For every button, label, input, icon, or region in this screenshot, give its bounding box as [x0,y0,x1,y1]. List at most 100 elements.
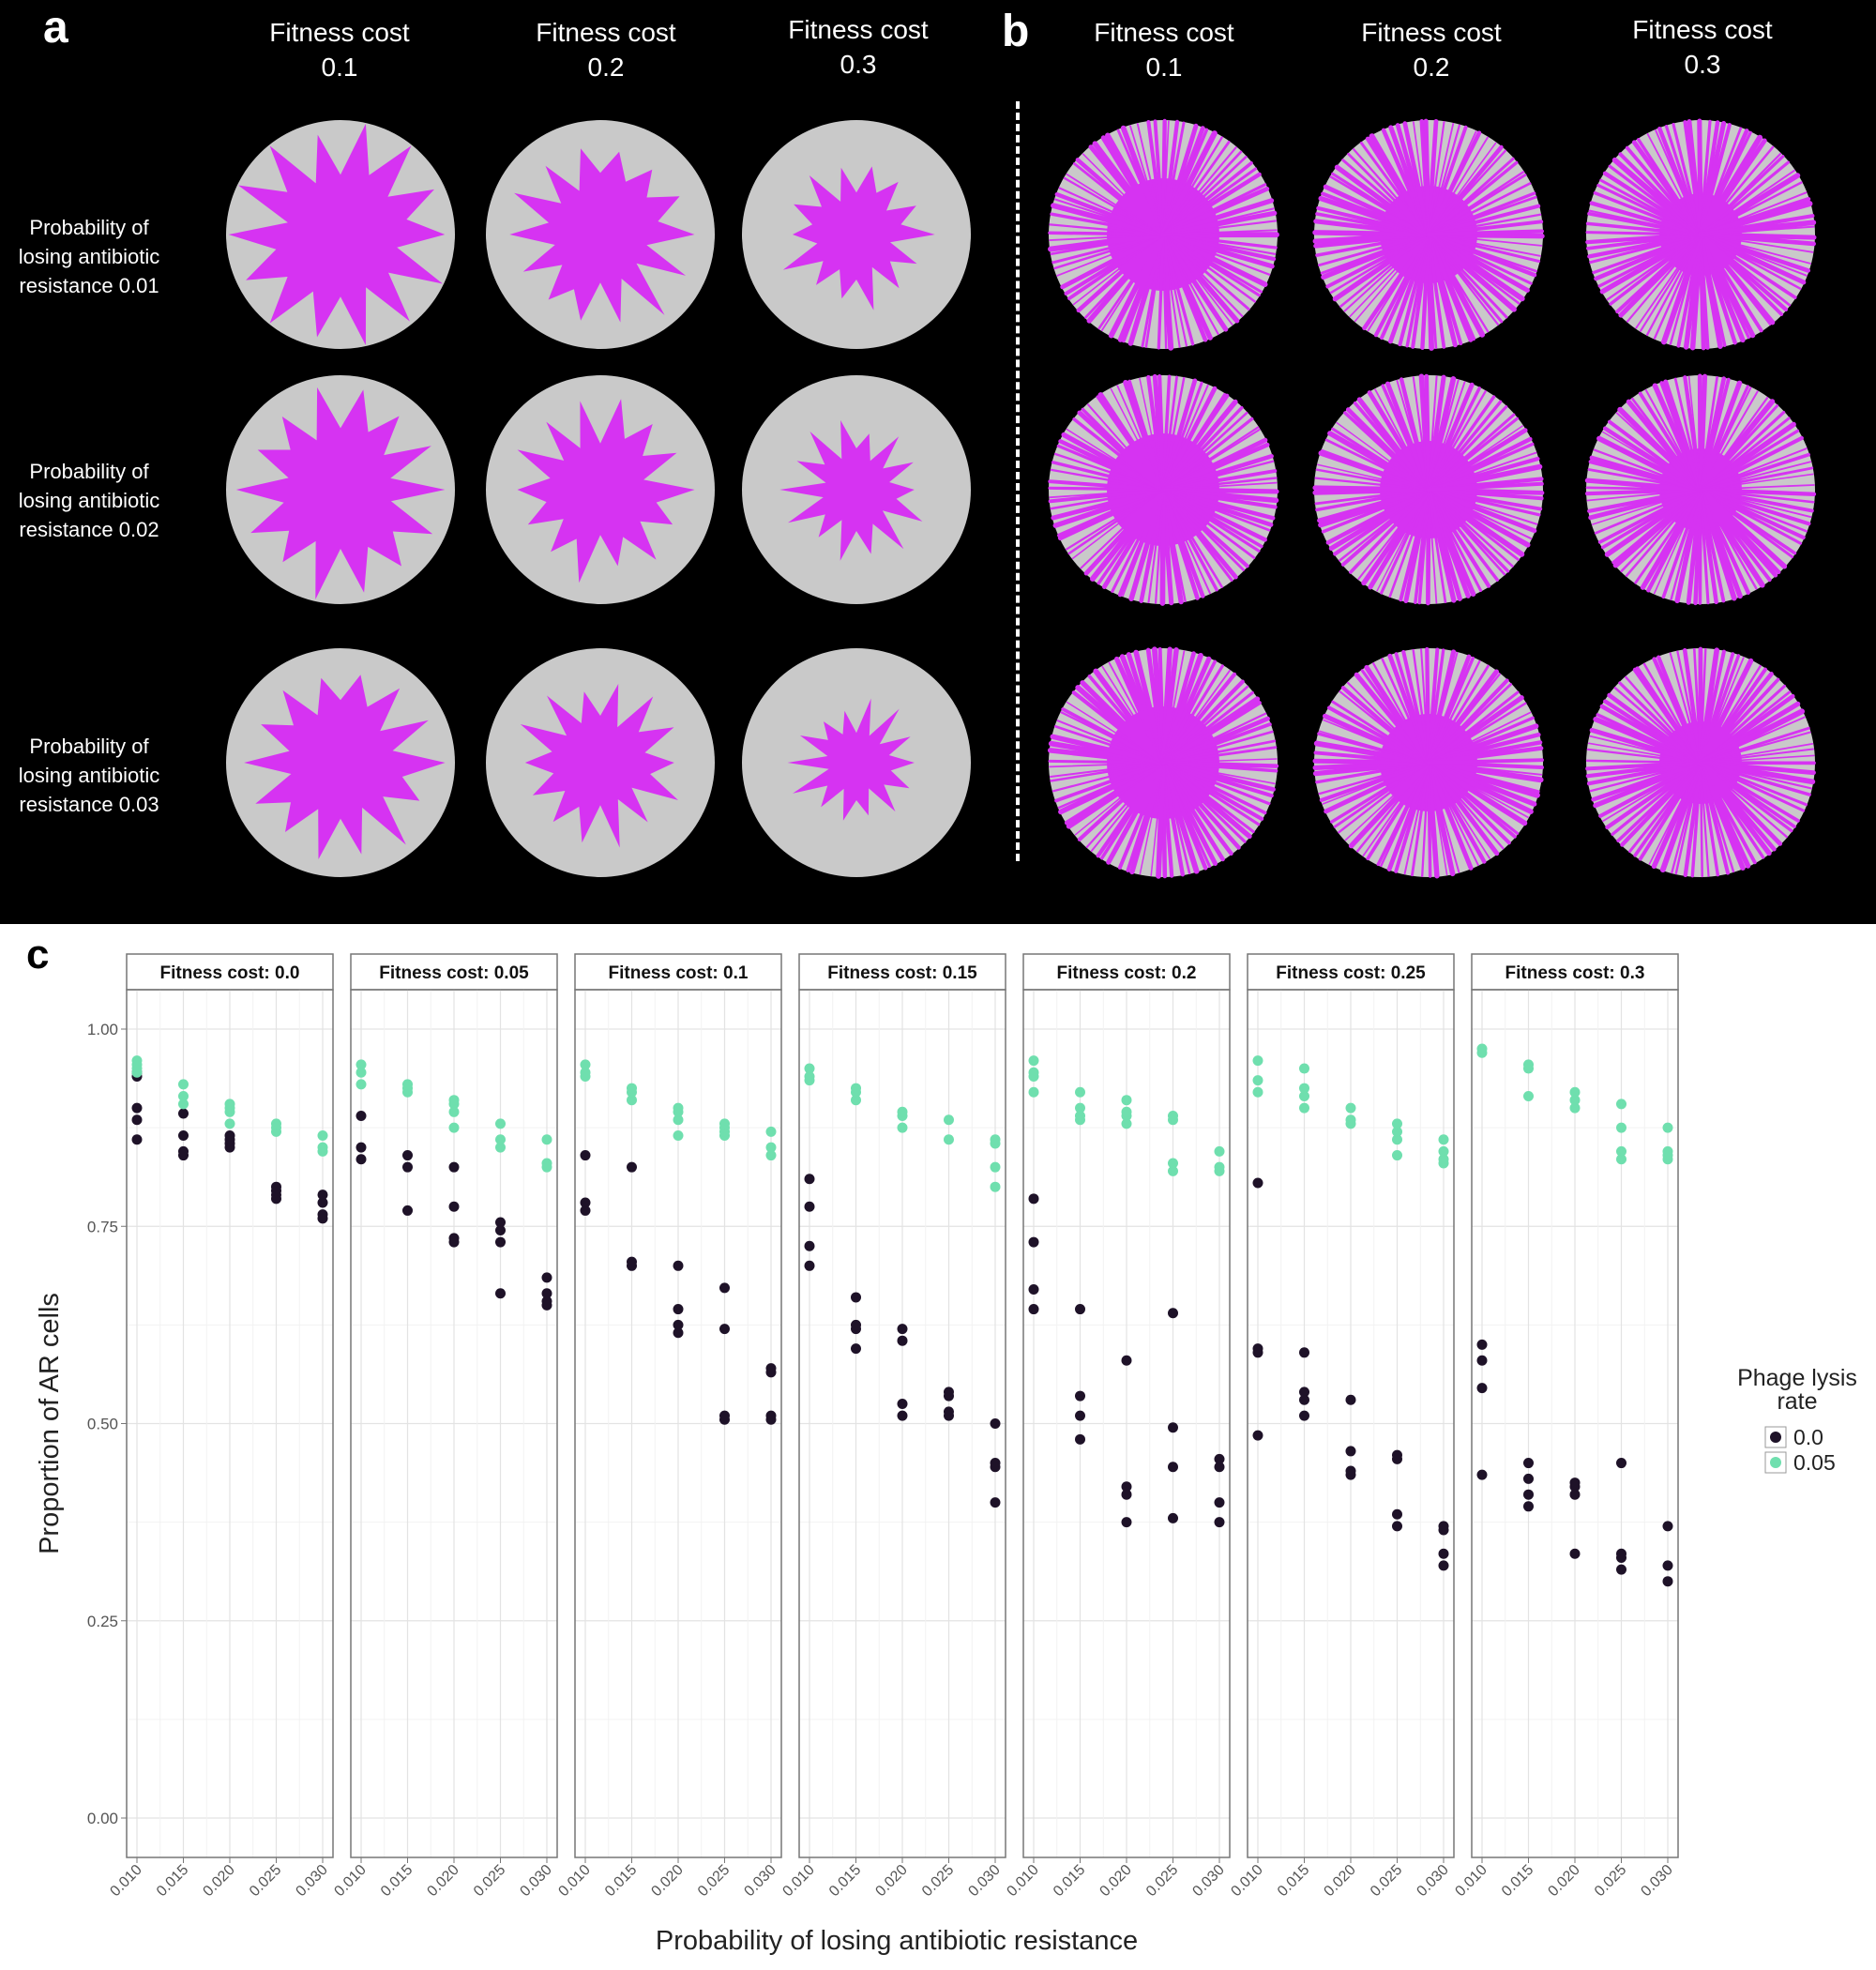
facet-title: Fitness cost: 0.0 [160,963,300,983]
y-axis-title: Proportion of AR cells [35,1293,65,1554]
data-point-lysis-0_05 [1439,1146,1449,1157]
data-point-lysis-0_0 [1616,1549,1626,1559]
data-point-lysis-0_0 [805,1241,815,1251]
data-point-lysis-0_05 [898,1107,908,1117]
panel-b-colony-r2-c3 [1583,372,1818,607]
data-point-lysis-0_0 [991,1458,1001,1468]
legend-label: 0.0 [1793,1425,1823,1449]
data-point-lysis-0_0 [1616,1458,1626,1468]
data-point-lysis-0_0 [495,1237,506,1248]
data-point-lysis-0_05 [1346,1114,1356,1125]
x-tick-label: 0.030 [293,1862,330,1900]
data-point-lysis-0_05 [1663,1146,1673,1157]
data-point-lysis-0_0 [1168,1422,1178,1432]
data-point-lysis-0_0 [581,1198,591,1208]
x-tick-label: 0.010 [331,1862,369,1900]
data-point-lysis-0_0 [1523,1458,1534,1468]
x-tick-label: 0.020 [1545,1862,1582,1900]
x-tick-label: 0.010 [1452,1862,1490,1900]
data-point-lysis-0_0 [673,1304,684,1314]
data-point-lysis-0_0 [1346,1465,1356,1476]
data-point-lysis-0_0 [898,1399,908,1409]
row-label-1: Probability of losing antibiotic resista… [0,213,178,300]
data-point-lysis-0_0 [766,1411,777,1421]
data-point-lysis-0_05 [1215,1146,1225,1157]
x-tick-label: 0.030 [965,1862,1003,1900]
data-point-lysis-0_05 [991,1134,1001,1144]
x-tick-label: 0.020 [648,1862,686,1900]
data-point-lysis-0_05 [1075,1087,1085,1098]
data-point-lysis-0_0 [178,1108,189,1118]
data-point-lysis-0_0 [1477,1340,1488,1350]
data-point-lysis-0_0 [356,1154,367,1164]
data-point-lysis-0_0 [719,1411,730,1421]
panel-b-colony-r1-c2 [1311,117,1546,352]
x-tick-label: 0.010 [1004,1862,1041,1900]
panel-b-colony-r1-c3 [1583,117,1818,352]
data-point-lysis-0_0 [1122,1481,1132,1492]
data-point-lysis-0_0 [1663,1521,1673,1531]
row-label-line: losing antibiotic [0,486,178,515]
data-point-lysis-0_0 [1029,1193,1039,1204]
x-tick-label: 0.025 [1368,1862,1405,1900]
row-label-2: Probability of losing antibiotic resista… [0,457,178,544]
data-point-lysis-0_05 [1075,1103,1085,1114]
data-point-lysis-0_05 [1346,1103,1356,1114]
data-point-lysis-0_05 [1122,1095,1132,1105]
col-title-text: Fitness cost [1590,12,1815,47]
data-point-lysis-0_05 [766,1143,777,1153]
data-point-lysis-0_0 [898,1411,908,1421]
data-point-lysis-0_0 [1392,1521,1402,1531]
legend-title-line-1: Phage lysis [1737,1365,1857,1391]
x-tick-label: 0.020 [200,1862,237,1900]
data-point-lysis-0_0 [805,1174,815,1184]
x-tick-label: 0.015 [378,1862,416,1900]
facet-title: Fitness cost: 0.2 [1057,963,1197,983]
panel-b-col-title-2: Fitness cost 0.2 [1319,15,1544,84]
col-title-value: 0.3 [1590,47,1815,82]
data-point-lysis-0_0 [851,1343,861,1354]
x-tick-label: 0.025 [919,1862,957,1900]
panel-a-col-title-2: Fitness cost 0.2 [493,15,719,84]
col-title-text: Fitness cost [1051,15,1277,50]
data-point-lysis-0_0 [495,1288,506,1298]
x-tick-label: 0.015 [1499,1862,1536,1900]
x-tick-label: 0.010 [1228,1862,1265,1900]
x-tick-label: 0.015 [1275,1862,1312,1900]
panel-divider [1016,101,1020,861]
row-label-line: losing antibiotic [0,761,178,790]
panel-b-colony-r3-c2 [1311,645,1546,880]
panel-b-colony-r3-c3 [1583,645,1818,880]
panel-a-col-title-1: Fitness cost 0.1 [227,15,452,84]
data-point-lysis-0_0 [1663,1560,1673,1570]
data-point-lysis-0_0 [1122,1356,1132,1366]
data-point-lysis-0_0 [132,1134,143,1144]
data-point-lysis-0_0 [1168,1308,1178,1318]
data-point-lysis-0_0 [449,1202,460,1212]
row-label-line: Probability of [0,213,178,242]
x-axis-title: Probability of losing antibiotic resista… [656,1926,1138,1956]
panel-a-colony-r3-c3 [739,645,974,880]
data-point-lysis-0_0 [1215,1517,1225,1527]
row-label-line: losing antibiotic [0,242,178,271]
data-point-lysis-0_0 [449,1233,460,1243]
data-point-lysis-0_05 [356,1079,367,1089]
y-tick-label: 0.50 [87,1416,118,1433]
data-point-lysis-0_05 [132,1055,143,1066]
data-point-lysis-0_0 [805,1202,815,1212]
x-tick-label: 0.010 [107,1862,144,1900]
data-point-lysis-0_05 [991,1182,1001,1192]
data-point-lysis-0_05 [318,1143,328,1153]
x-tick-label: 0.025 [471,1862,508,1900]
data-point-lysis-0_0 [1439,1521,1449,1531]
data-point-lysis-0_0 [627,1257,637,1267]
data-point-lysis-0_0 [1299,1387,1309,1397]
data-point-lysis-0_05 [1299,1064,1309,1074]
y-tick-label: 1.00 [87,1021,118,1038]
data-point-lysis-0_0 [991,1497,1001,1508]
data-point-lysis-0_0 [542,1272,552,1282]
data-point-lysis-0_05 [1029,1087,1039,1098]
data-point-lysis-0_05 [1523,1091,1534,1101]
panel-a-colony-r3-c2 [483,645,718,880]
